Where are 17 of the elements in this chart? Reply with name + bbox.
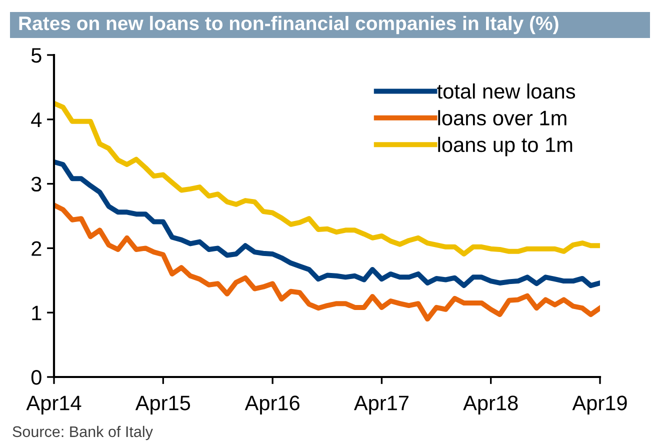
y-tick-label: 5: [31, 48, 42, 63]
y-tick-label: 3: [31, 176, 42, 192]
x-tick-label: Apr15: [135, 396, 190, 414]
y-tick-label: 4: [31, 112, 42, 127]
chart-title: Rates on new loans to non-financial companies in Italy (%): [19, 16, 558, 34]
legend-label: total new loans: [437, 83, 576, 99]
y-tick-label: 0: [31, 370, 42, 385]
legend-label: loans over 1m: [438, 110, 566, 126]
y-tick-label: 2: [32, 241, 42, 256]
x-tick-label: Apr19: [572, 396, 627, 414]
y-tick-label: 1: [32, 306, 42, 320]
x-tick-label: Apr16: [244, 396, 300, 414]
legend-label: loans up to 1m: [438, 136, 572, 156]
x-tick-label: Apr14: [26, 396, 82, 414]
source-note: Source: Bank of Italy: [12, 426, 153, 440]
x-tick-label: Apr17: [354, 396, 408, 414]
x-tick-label: Apr18: [463, 396, 518, 414]
